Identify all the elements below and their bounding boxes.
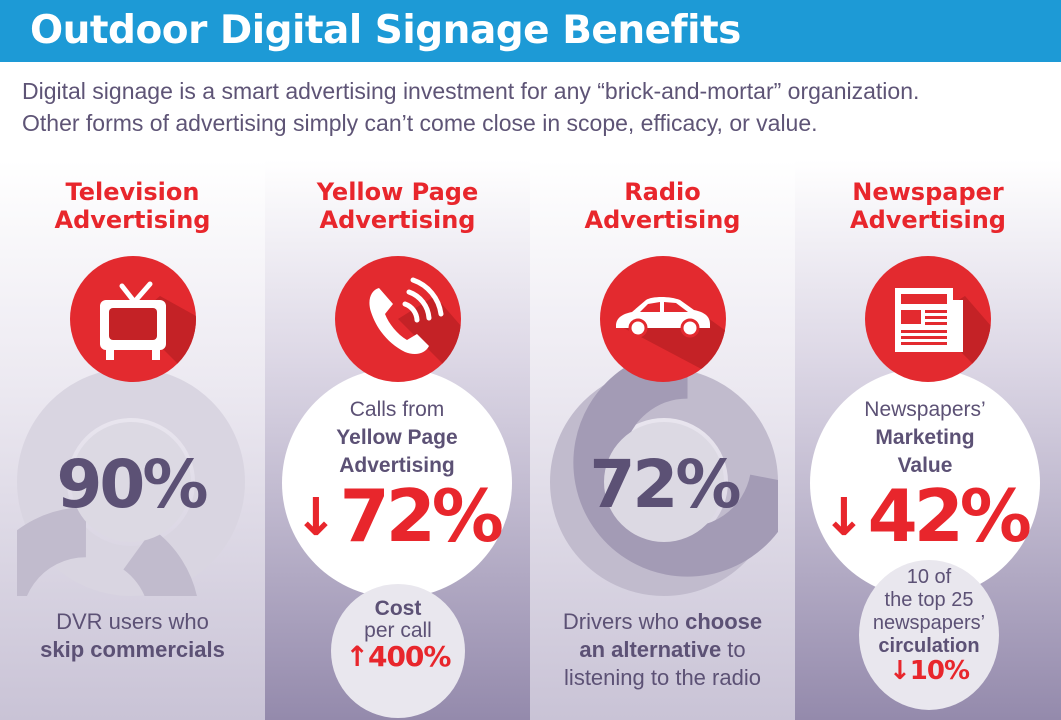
column-television: Television Advertising 90% DVR users who… [0,160,265,720]
intro-line-1: Digital signage is a smart advertising i… [22,78,920,104]
donut-caption: DVR users who skip commercials [40,609,225,662]
column-newspaper: Newspaper Advertising Newspapers’ Market… [795,160,1061,720]
column-yellow-page: Yellow Page Advertising Calls from Yello… [265,160,530,720]
phone-icon [335,256,461,382]
column-title: Newspaper Advertising [850,178,1006,234]
stat-label: Calls from Yellow Page Advertising [336,398,458,477]
intro-line-2: Other forms of advertising simply can’t … [22,110,818,136]
donut-caption: Drivers who choose an alternative to lis… [562,609,763,690]
stat-label: Newspapers’ Marketing Value [864,398,986,477]
up-arrow-icon: ↑ [345,640,369,673]
donut-chart-72: 72% [550,348,802,596]
down-arrow-icon: ↓ [822,488,866,548]
down-arrow-icon: ↓ [294,488,338,548]
donut-chart-90: 90% [0,368,245,720]
column-title: Yellow Page Advertising [316,178,479,234]
stat-circle: Newspapers’ Marketing Value ↓42% [810,368,1040,598]
intro-text: Digital signage is a smart advertising i… [22,75,1042,139]
header-banner: Outdoor Digital Signage Benefits [0,0,1061,62]
donut-percent: 72% [589,446,742,523]
sub-stat-circle: Cost per call ↑400% [331,584,465,718]
column-title: Television Advertising [54,178,211,234]
stat-circle: Calls from Yellow Page Advertising ↓72% [282,368,512,598]
donut-ring [550,348,802,596]
newspaper-icon [865,256,991,382]
car-icon [600,256,726,382]
stat-value: ↓72% [294,474,504,558]
donut-percent: 90% [56,446,209,523]
down-arrow-icon: ↓ [888,656,911,686]
page-title: Outdoor Digital Signage Benefits [30,8,741,53]
television-icon [70,256,196,382]
column-title: Radio Advertising [584,178,741,234]
sub-stat-circle: 10 of the top 25 newspapers’ circulation… [859,560,999,710]
column-radio: Radio Advertising 72% Drivers who choose… [530,160,802,720]
stat-value: ↓42% [822,474,1032,558]
